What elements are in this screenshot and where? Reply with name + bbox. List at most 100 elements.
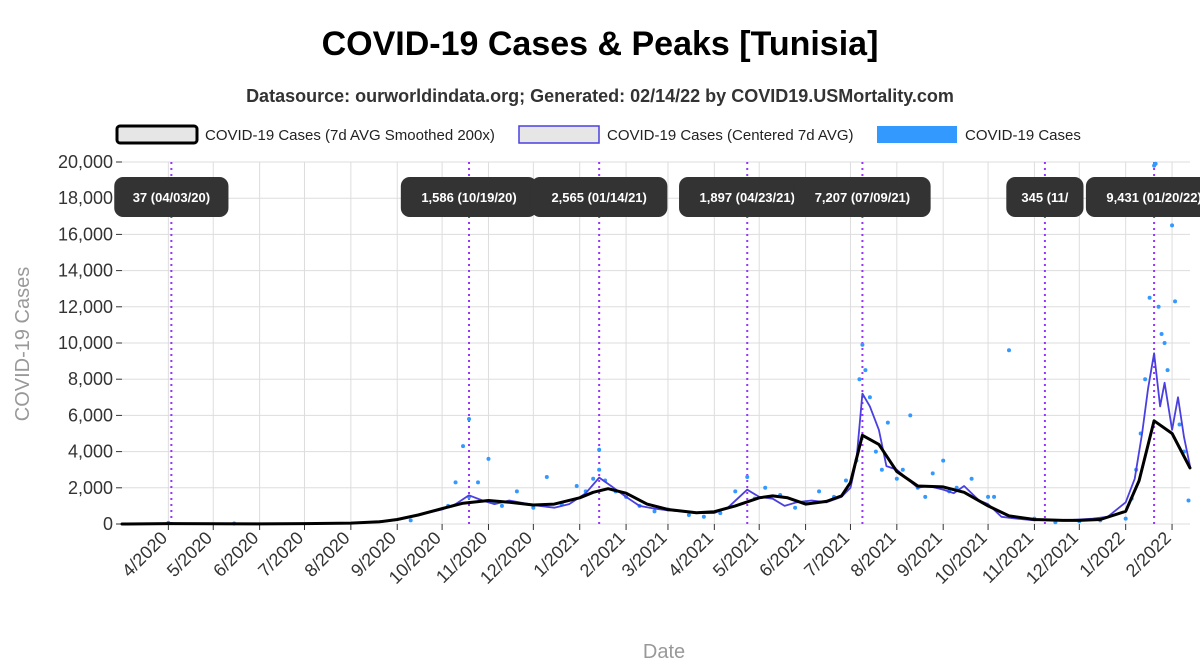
case-point [873,449,878,454]
x-tick-label: 4/2020 [118,528,171,581]
peak-label-text: 1,897 (04/23/21) [700,190,795,205]
case-point [1177,422,1182,427]
case-point [1186,498,1191,503]
x-tick-label: 2/2022 [1122,528,1175,581]
y-tick-label: 4,000 [68,442,113,462]
case-point [1173,299,1178,304]
case-point [900,467,905,472]
series-layer [120,352,1192,526]
case-point [879,467,884,472]
case-point [486,456,491,461]
peak-label-box [114,177,229,217]
case-point [461,444,466,449]
x-tick-label: 6/2021 [755,528,808,581]
case-point [467,417,472,422]
case-point [867,395,872,400]
peak-label-box [1085,177,1200,217]
x-tick-label: 7/2020 [254,528,307,581]
case-point [531,505,536,510]
case-point [1143,377,1148,382]
peak-labels: 37 (04/03/20) 1,586 (10/19/20) 2,565 (01/1… [114,177,1200,217]
case-point [894,476,899,481]
x-tick-label: 8/2021 [847,528,900,581]
legend-label-centered: COVID-19 Cases (Centered 7d AVG) [607,127,854,144]
x-axis: 4/20205/20206/20207/20208/20209/202010/2… [118,524,1175,588]
case-point [597,447,602,452]
case-point [652,509,657,514]
case-point [514,489,519,494]
case-point [986,494,991,499]
peak-label-box [679,177,816,217]
y-axis-title: COVID-19 Cases [12,267,34,422]
case-point [908,413,913,418]
x-axis-title: Date [643,641,685,663]
legend-swatch-centered [518,125,600,144]
case-point [1147,295,1152,300]
case-point [408,518,413,523]
case-point [701,514,706,519]
chart-subtitle: Datasource: ourworldindata.org; Generate… [246,86,954,106]
x-tick-label: 1/2022 [1075,528,1128,581]
peak-label-box [1006,177,1084,217]
legend-swatch-cases [877,126,957,143]
case-point [544,474,549,479]
y-tick-label: 20,000 [58,152,113,172]
x-tick-label: 3/2021 [618,528,671,581]
case-point [843,478,848,483]
peak-lines [170,162,1156,524]
case-point [863,368,868,373]
legend-label-cases: COVID-19 Cases [965,127,1081,144]
x-tick-label: 2/2021 [576,528,629,581]
case-point [817,489,822,494]
x-tick-label: 1/2021 [529,528,582,581]
case-point [718,511,723,516]
x-tick-label: 7/2021 [800,528,853,581]
case-point [591,476,596,481]
case-point [1153,161,1158,166]
peak-label: 345 (11/ [1006,177,1084,217]
peak-label: 37 (04/03/20) [114,177,229,217]
case-point [860,342,865,347]
case-point [992,494,997,499]
legend-swatch-smoothed [115,124,199,145]
peak-label: 9,431 (01/20/22) [1085,177,1200,217]
y-axis: 0 2,000 4,000 6,000 8,000 10,000 12,000 14,000 1… [58,152,122,534]
y-tick-label: 6,000 [68,405,113,425]
peak-label-box [530,177,668,217]
y-tick-label: 14,000 [58,261,113,281]
case-point [1162,341,1167,345]
peak-label-text: 1,586 (10/19/20) [421,190,516,205]
peak-label: 1,897 (04/23/21) [679,177,816,217]
case-point [476,480,480,485]
case-point [885,420,890,425]
case-point [597,467,602,472]
case-point [941,458,946,463]
y-tick-label: 0 [103,514,113,534]
peak-label-text: 2,565 (01/14/21) [551,190,646,205]
case-point [793,505,798,510]
case-point [745,474,750,479]
x-tick-label: 4/2021 [664,528,717,581]
peak-label-text: 37 (04/03/20) [133,190,210,205]
case-point [969,476,974,481]
x-tick-label: 6/2020 [209,528,262,581]
case-point [733,489,738,494]
case-point [763,485,768,490]
peak-label: 7,207 (07/09/21) [794,177,931,217]
y-tick-label: 12,000 [58,297,113,317]
case-point [499,503,504,508]
peak-label-box [400,177,538,217]
legend-label-smoothed: COVID-19 Cases (7d AVG Smoothed 200x) [205,127,495,144]
case-point [1007,348,1012,353]
x-tick-label: 5/2020 [163,528,216,581]
peak-label-text: 9,431 (01/20/22) [1106,190,1200,205]
peak-label: 2,565 (01/14/21) [530,177,668,217]
case-point [686,512,691,517]
legend: COVID-19 Cases (7d AVG Smoothed 200x) CO… [115,124,1081,145]
x-tick-label: 5/2021 [709,528,762,581]
peak-label-text: 345 (11/ [1021,190,1068,205]
y-tick-label: 10,000 [58,333,113,353]
case-point [1165,368,1170,373]
case-point [1170,223,1175,228]
